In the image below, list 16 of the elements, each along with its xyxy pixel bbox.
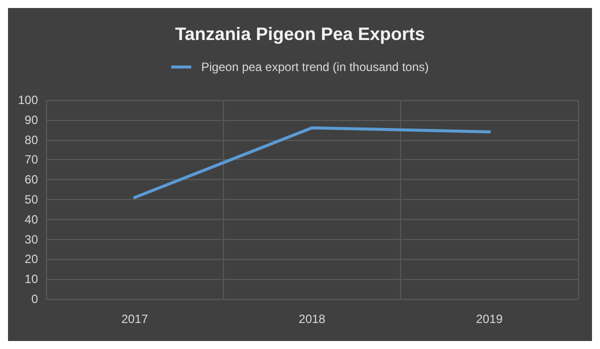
y-tick-label: 100 bbox=[18, 93, 38, 107]
y-tick-label: 40 bbox=[24, 212, 38, 226]
x-tick-label: 2019 bbox=[476, 312, 504, 326]
y-tick-label: 90 bbox=[24, 112, 38, 127]
y-tick-label: 20 bbox=[24, 252, 38, 266]
y-tick-label: 10 bbox=[24, 272, 38, 286]
y-tick-label: 70 bbox=[24, 152, 38, 167]
y-tick-label: 30 bbox=[24, 232, 38, 246]
x-tick-label: 2017 bbox=[121, 312, 148, 326]
y-tick-label: 50 bbox=[24, 192, 38, 206]
y-tick-label: 80 bbox=[24, 132, 38, 147]
chart-title: Tanzania Pigeon Pea Exports bbox=[175, 24, 425, 44]
y-tick-label: 0 bbox=[31, 292, 38, 306]
y-tick-label: 60 bbox=[24, 172, 38, 187]
x-tick-label: 2018 bbox=[298, 312, 326, 326]
legend-label: Pigeon pea export trend (in thousand tons) bbox=[201, 60, 429, 74]
